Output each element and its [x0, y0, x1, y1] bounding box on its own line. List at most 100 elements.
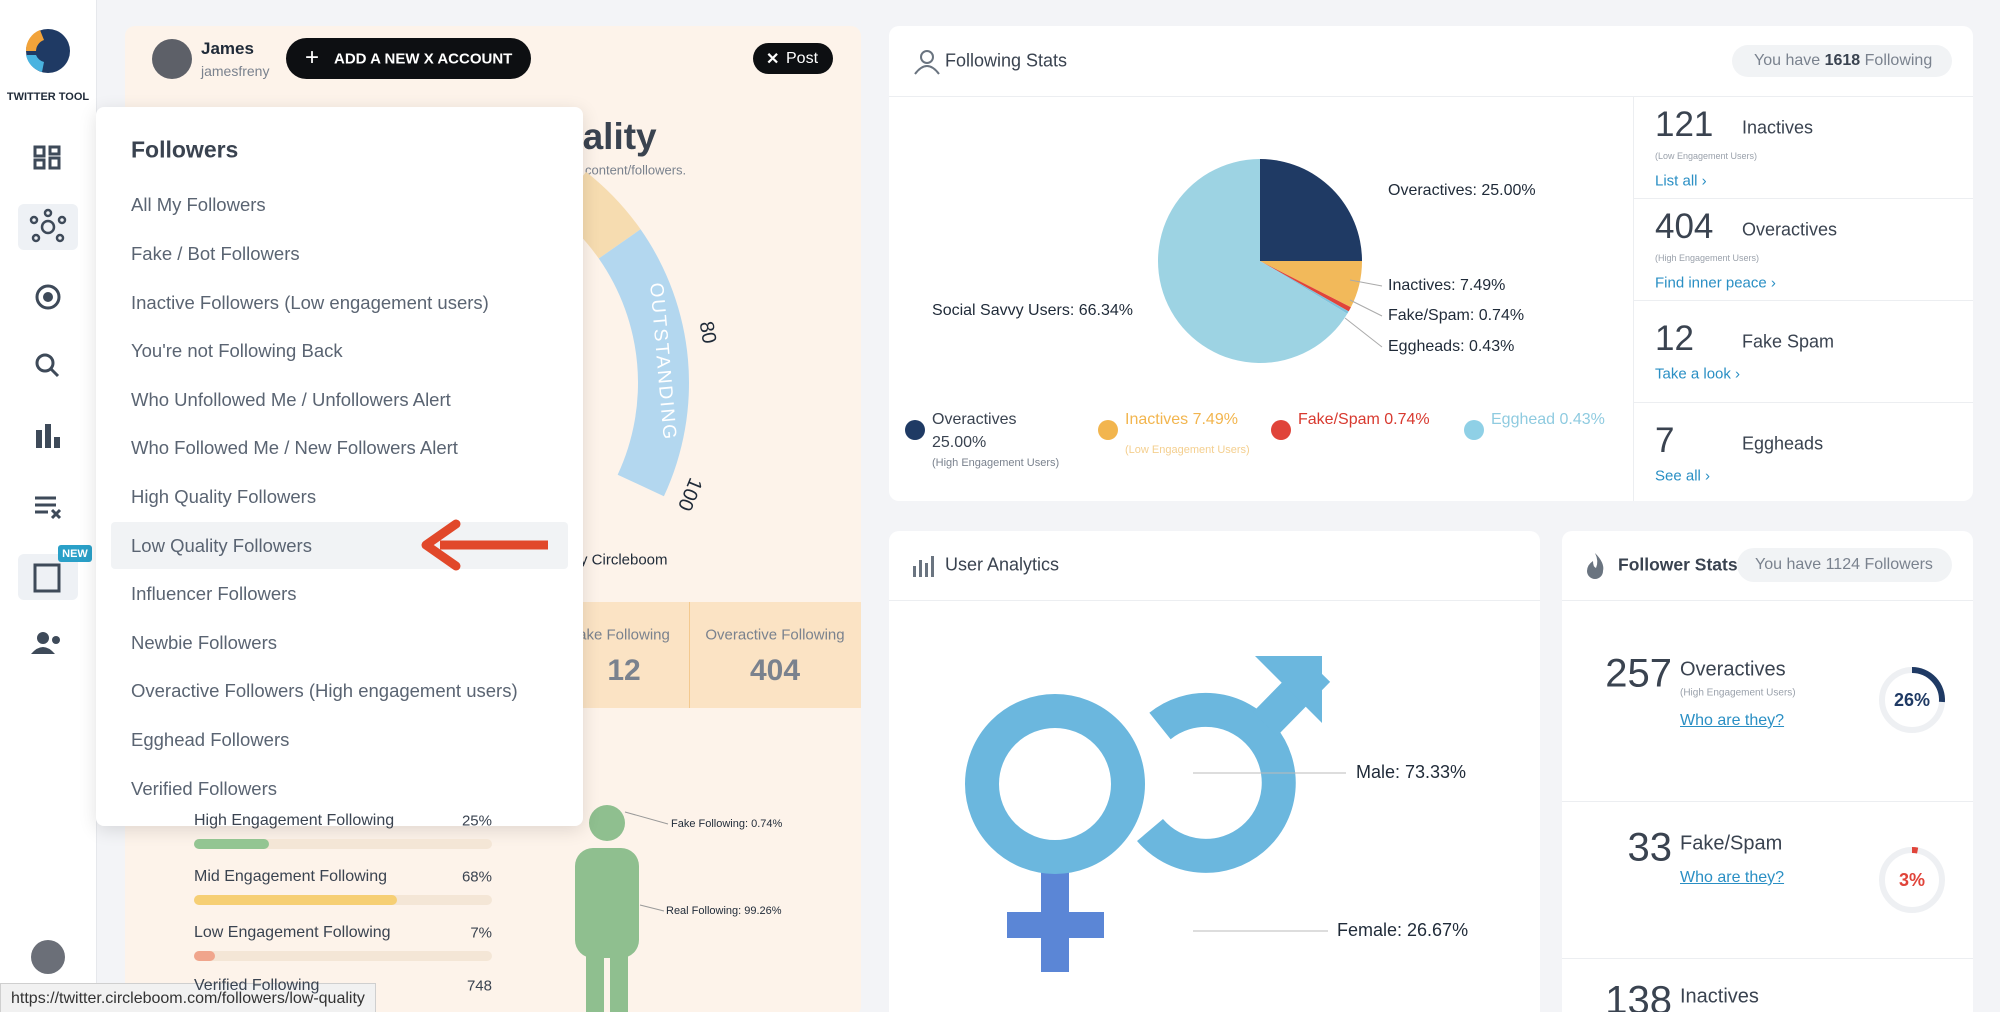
legend-note: (Low Engagement Users): [1125, 444, 1250, 456]
menu-item[interactable]: Low Quality Followers: [131, 534, 312, 556]
menu-item[interactable]: Who Followed Me / New Followers Alert: [131, 437, 458, 459]
chart-icon: [913, 556, 934, 577]
summary-link[interactable]: List all ›: [1655, 172, 1707, 190]
stat-label: Overactive Following: [705, 626, 845, 644]
bar-value-label: 7%: [470, 924, 492, 942]
icon[interactable]: [36, 424, 60, 448]
leader-line: [1349, 299, 1383, 317]
menu-item[interactable]: Inactive Followers (Low engagement users…: [131, 291, 489, 313]
logo-part: [26, 55, 44, 72]
pill: [1732, 45, 1952, 77]
divider: [889, 600, 1540, 601]
pie-label: Social Savvy Users: 66.34%: [932, 302, 1133, 319]
summary-link[interactable]: Take a look ›: [1655, 365, 1741, 383]
x-icon: ✕: [766, 51, 780, 68]
follower-count: 138: [1605, 978, 1672, 1012]
menu-item[interactable]: High Quality Followers: [131, 486, 317, 507]
fire-icon: [1587, 553, 1604, 579]
follower-stats-card: [1562, 531, 1973, 1012]
menu-item[interactable]: Who Unfollowed Me / Unfollowers Alert: [131, 388, 451, 410]
pie-label: Fake/Spam: 0.74%: [1388, 307, 1524, 324]
icon[interactable]: [33, 158, 46, 170]
male-label: Male: 73.33%: [1356, 762, 1466, 782]
female-circle: [965, 694, 1145, 874]
gauge-tick-label: 80: [695, 320, 721, 346]
icon[interactable]: [29, 208, 67, 243]
pie-label: Inactives: 7.49%: [1388, 277, 1505, 294]
leader-line: [639, 904, 665, 912]
ring-label: 3%: [1899, 870, 1925, 890]
credit: y Circleboom: [580, 551, 668, 569]
bar-name: Mid Engagement Following: [194, 868, 387, 885]
icon[interactable]: [33, 145, 46, 158]
badge: NEW: [62, 548, 88, 560]
follower-note: (High Engagement Users): [1680, 687, 1796, 699]
divider: [1562, 600, 1973, 601]
menu-item[interactable]: Newbie Followers: [131, 631, 277, 653]
legend-note: (High Engagement Users): [932, 457, 1060, 469]
divider: [1562, 801, 1973, 802]
icon[interactable]: [31, 632, 60, 654]
post-label: Post: [786, 50, 819, 67]
pie-slice: [1260, 261, 1351, 312]
icon[interactable]: [48, 156, 61, 170]
summary-link[interactable]: Find inner peace ›: [1655, 274, 1776, 292]
legend-detail: 25.00%: [932, 434, 987, 451]
divider: [689, 602, 690, 708]
panel-subtitle: content/followers.: [585, 162, 687, 178]
gauge-band: [598, 229, 689, 497]
leader-line: [1349, 279, 1383, 287]
pill-prefix: You have: [1755, 556, 1822, 573]
add-account-button[interactable]: [286, 38, 531, 79]
menu-item[interactable]: Overactive Followers (High engagement us…: [131, 680, 518, 702]
bar-track: [194, 951, 492, 961]
divider: [1634, 402, 1973, 403]
legend-icon: [1464, 420, 1484, 440]
bar: [194, 951, 215, 961]
following-stats-card: [889, 26, 1973, 501]
legend-text: Egghead 0.43%: [1491, 411, 1605, 428]
male-circle: [1137, 692, 1296, 873]
menu-item[interactable]: Verified Followers: [131, 777, 278, 799]
sidebar-icons: NEW: [18, 29, 92, 974]
active-icon-bg: [18, 554, 78, 600]
stat-label: ake Following: [578, 626, 670, 644]
menu-item[interactable]: Influencer Followers: [131, 583, 297, 605]
follower-count: 33: [1627, 825, 1673, 870]
post-button[interactable]: [753, 43, 833, 74]
avatar[interactable]: [31, 940, 65, 974]
menu-item[interactable]: You're not Following Back: [131, 340, 343, 362]
icon[interactable]: [33, 563, 61, 593]
female-label: Female: 26.67%: [1337, 920, 1468, 940]
icon[interactable]: [35, 284, 61, 310]
status-url: https://twitter.circleboom.com/followers…: [0, 983, 376, 1012]
ring-arc: [1911, 847, 1919, 854]
icon[interactable]: [35, 496, 62, 520]
bar-track: [194, 839, 492, 849]
icon[interactable]: [48, 145, 61, 156]
menu-item[interactable]: Egghead Followers: [131, 729, 290, 750]
icon[interactable]: [35, 353, 55, 373]
pill: [1737, 548, 1952, 582]
menu-item[interactable]: Fake / Bot Followers: [131, 243, 300, 264]
menu-item[interactable]: All My Followers: [131, 194, 266, 216]
bar-name: High Engagement Following: [194, 812, 395, 829]
follower-link[interactable]: Who are they?: [1680, 712, 1785, 729]
summary-count: 7: [1655, 421, 1675, 460]
summary-link[interactable]: See all ›: [1655, 467, 1711, 485]
stat-value: 12: [607, 654, 641, 687]
leader-line: [1344, 317, 1383, 348]
badge-bg: [58, 545, 92, 562]
summary-note: (Low Engagement Users): [1655, 151, 1758, 161]
follower-label: Overactives: [1680, 658, 1786, 681]
bar: [194, 895, 397, 905]
follower-link[interactable]: Who are they?: [1680, 869, 1785, 886]
add-account-label: ADD A NEW X ACCOUNT: [334, 50, 513, 68]
summary-label: Inactives: [1742, 117, 1814, 138]
bar: [194, 839, 269, 849]
stat-value: 404: [749, 654, 801, 687]
card-title: Following Stats: [945, 50, 1068, 71]
user-handle: jamesfreny: [201, 63, 270, 79]
